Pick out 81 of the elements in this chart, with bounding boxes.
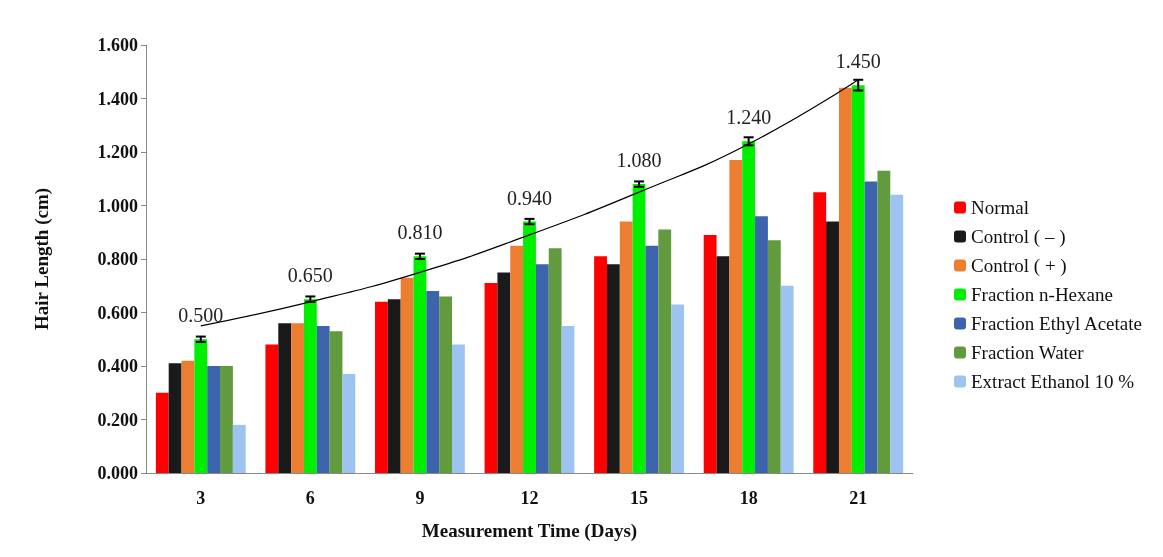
bar xyxy=(877,170,891,473)
legend-label: Control ( – ) xyxy=(971,226,1066,248)
bar xyxy=(561,325,575,473)
bar xyxy=(813,192,827,473)
bar xyxy=(220,366,233,473)
bar xyxy=(671,304,684,473)
bar xyxy=(265,344,279,473)
bar xyxy=(278,323,292,473)
y-tick-label: 0.800 xyxy=(97,249,138,269)
bar xyxy=(864,181,878,473)
x-tick-label: 12 xyxy=(520,488,539,508)
legend-label: Extract Ethanol 10 % xyxy=(971,371,1135,392)
y-tick-label: 1.000 xyxy=(97,195,138,216)
legend-label: Control ( + ) xyxy=(971,255,1067,277)
bar xyxy=(619,221,633,473)
bar xyxy=(755,216,768,473)
y-tick-label: 0.600 xyxy=(97,302,138,323)
bar xyxy=(826,221,839,473)
bar xyxy=(168,363,182,473)
bar xyxy=(194,339,208,473)
bar xyxy=(645,245,659,473)
bar xyxy=(594,256,607,473)
x-tick-label: 9 xyxy=(415,488,425,508)
legend-label: Normal xyxy=(971,197,1030,218)
bar xyxy=(155,392,169,473)
y-axis-title: Hair Length (cm) xyxy=(31,187,53,331)
data-label: 0.650 xyxy=(287,264,333,287)
y-tick-label: 0.000 xyxy=(97,463,138,483)
legend-label: Fraction Ethyl Acetate xyxy=(971,313,1142,334)
data-label: 0.500 xyxy=(178,304,224,327)
bar xyxy=(452,344,465,473)
y-tick-label: 1.400 xyxy=(97,88,138,109)
bar xyxy=(303,299,317,473)
bar xyxy=(316,325,330,473)
bar xyxy=(181,360,195,473)
bar xyxy=(658,229,672,473)
x-tick-label: 3 xyxy=(196,488,206,508)
bar xyxy=(851,85,865,473)
x-axis-title: Measurement Time (Days) xyxy=(421,520,638,542)
bar xyxy=(375,301,388,473)
bar xyxy=(342,374,356,473)
legend-label: Fraction n-Hexane xyxy=(971,284,1113,305)
bar xyxy=(497,272,511,473)
bar xyxy=(400,277,414,473)
bar xyxy=(387,299,401,473)
data-label: 0.940 xyxy=(507,186,552,209)
bar xyxy=(426,291,440,473)
data-label: 0.810 xyxy=(397,221,443,244)
bar xyxy=(703,234,717,473)
bar xyxy=(890,194,904,473)
bar xyxy=(484,283,498,473)
bar xyxy=(510,245,524,473)
x-tick-label: 21 xyxy=(849,488,868,508)
bar xyxy=(548,248,562,473)
x-tick-label: 18 xyxy=(739,488,758,508)
bar xyxy=(291,323,304,473)
bar xyxy=(535,264,549,473)
bar xyxy=(767,240,781,473)
bar xyxy=(606,264,620,473)
bar xyxy=(742,141,756,473)
bar xyxy=(838,87,852,473)
y-tick-label: 1.600 xyxy=(97,35,138,55)
bar xyxy=(632,184,646,473)
data-label: 1.240 xyxy=(726,106,772,129)
bar xyxy=(523,221,536,473)
bar xyxy=(413,256,427,473)
data-label: 1.450 xyxy=(835,50,881,73)
y-tick-label: 1.200 xyxy=(97,142,138,162)
bar xyxy=(232,424,246,473)
bar xyxy=(729,160,743,473)
x-tick-label: 6 xyxy=(305,488,315,508)
bar xyxy=(329,331,343,473)
x-tick-label: 15 xyxy=(630,488,649,508)
bar xyxy=(716,256,730,473)
legend-label: Fraction Water xyxy=(971,342,1085,363)
bar xyxy=(780,285,794,473)
y-tick-label: 0.200 xyxy=(97,409,138,430)
data-label: 1.080 xyxy=(616,149,662,172)
y-tick-label: 0.400 xyxy=(97,356,138,376)
bar xyxy=(207,366,221,473)
bar xyxy=(439,296,453,473)
